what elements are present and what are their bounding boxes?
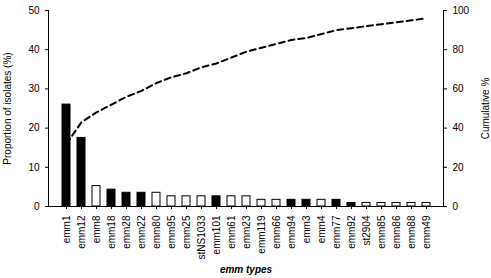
svg-text:80: 80 xyxy=(453,44,465,55)
svg-text:emm3: emm3 xyxy=(301,215,312,243)
svg-text:emm80: emm80 xyxy=(151,215,162,249)
svg-text:emm101: emm101 xyxy=(211,215,222,254)
svg-text:emm88: emm88 xyxy=(406,215,417,249)
svg-text:emm94: emm94 xyxy=(286,215,297,249)
svg-text:emm95: emm95 xyxy=(166,215,177,249)
svg-text:emm12: emm12 xyxy=(76,215,87,249)
svg-text:Proportion of isolates (%): Proportion of isolates (%) xyxy=(2,52,13,164)
svg-text:30: 30 xyxy=(28,83,40,94)
svg-text:emm86: emm86 xyxy=(391,215,402,249)
svg-text:emm77: emm77 xyxy=(331,215,342,249)
svg-text:0: 0 xyxy=(34,201,40,212)
svg-text:emm23: emm23 xyxy=(241,215,252,249)
svg-text:emm92: emm92 xyxy=(346,215,357,249)
svg-text:emm18: emm18 xyxy=(106,215,117,249)
svg-text:20: 20 xyxy=(453,162,465,173)
svg-text:emm49: emm49 xyxy=(421,215,432,249)
svg-text:40: 40 xyxy=(28,44,40,55)
svg-text:emm119: emm119 xyxy=(256,215,267,254)
svg-text:emm25: emm25 xyxy=(181,215,192,249)
svg-text:stNS1033: stNS1033 xyxy=(196,215,207,259)
svg-text:emm types: emm types xyxy=(220,264,273,275)
svg-text:st2904: st2904 xyxy=(361,215,372,245)
svg-text:emm4: emm4 xyxy=(316,215,327,243)
svg-text:100: 100 xyxy=(453,5,470,16)
svg-text:emm28: emm28 xyxy=(121,215,132,249)
svg-text:0: 0 xyxy=(453,201,459,212)
svg-text:Cumulative %: Cumulative % xyxy=(480,78,491,140)
svg-text:60: 60 xyxy=(453,83,465,94)
svg-text:emm22: emm22 xyxy=(136,215,147,249)
svg-text:10: 10 xyxy=(28,162,40,173)
svg-text:emm61: emm61 xyxy=(226,215,237,249)
svg-text:emm85: emm85 xyxy=(376,215,387,249)
svg-text:emm66: emm66 xyxy=(271,215,282,249)
svg-text:emm1: emm1 xyxy=(61,215,72,243)
svg-text:emm8: emm8 xyxy=(91,215,102,243)
svg-text:40: 40 xyxy=(453,122,465,133)
svg-text:50: 50 xyxy=(28,5,40,16)
svg-text:20: 20 xyxy=(28,122,40,133)
